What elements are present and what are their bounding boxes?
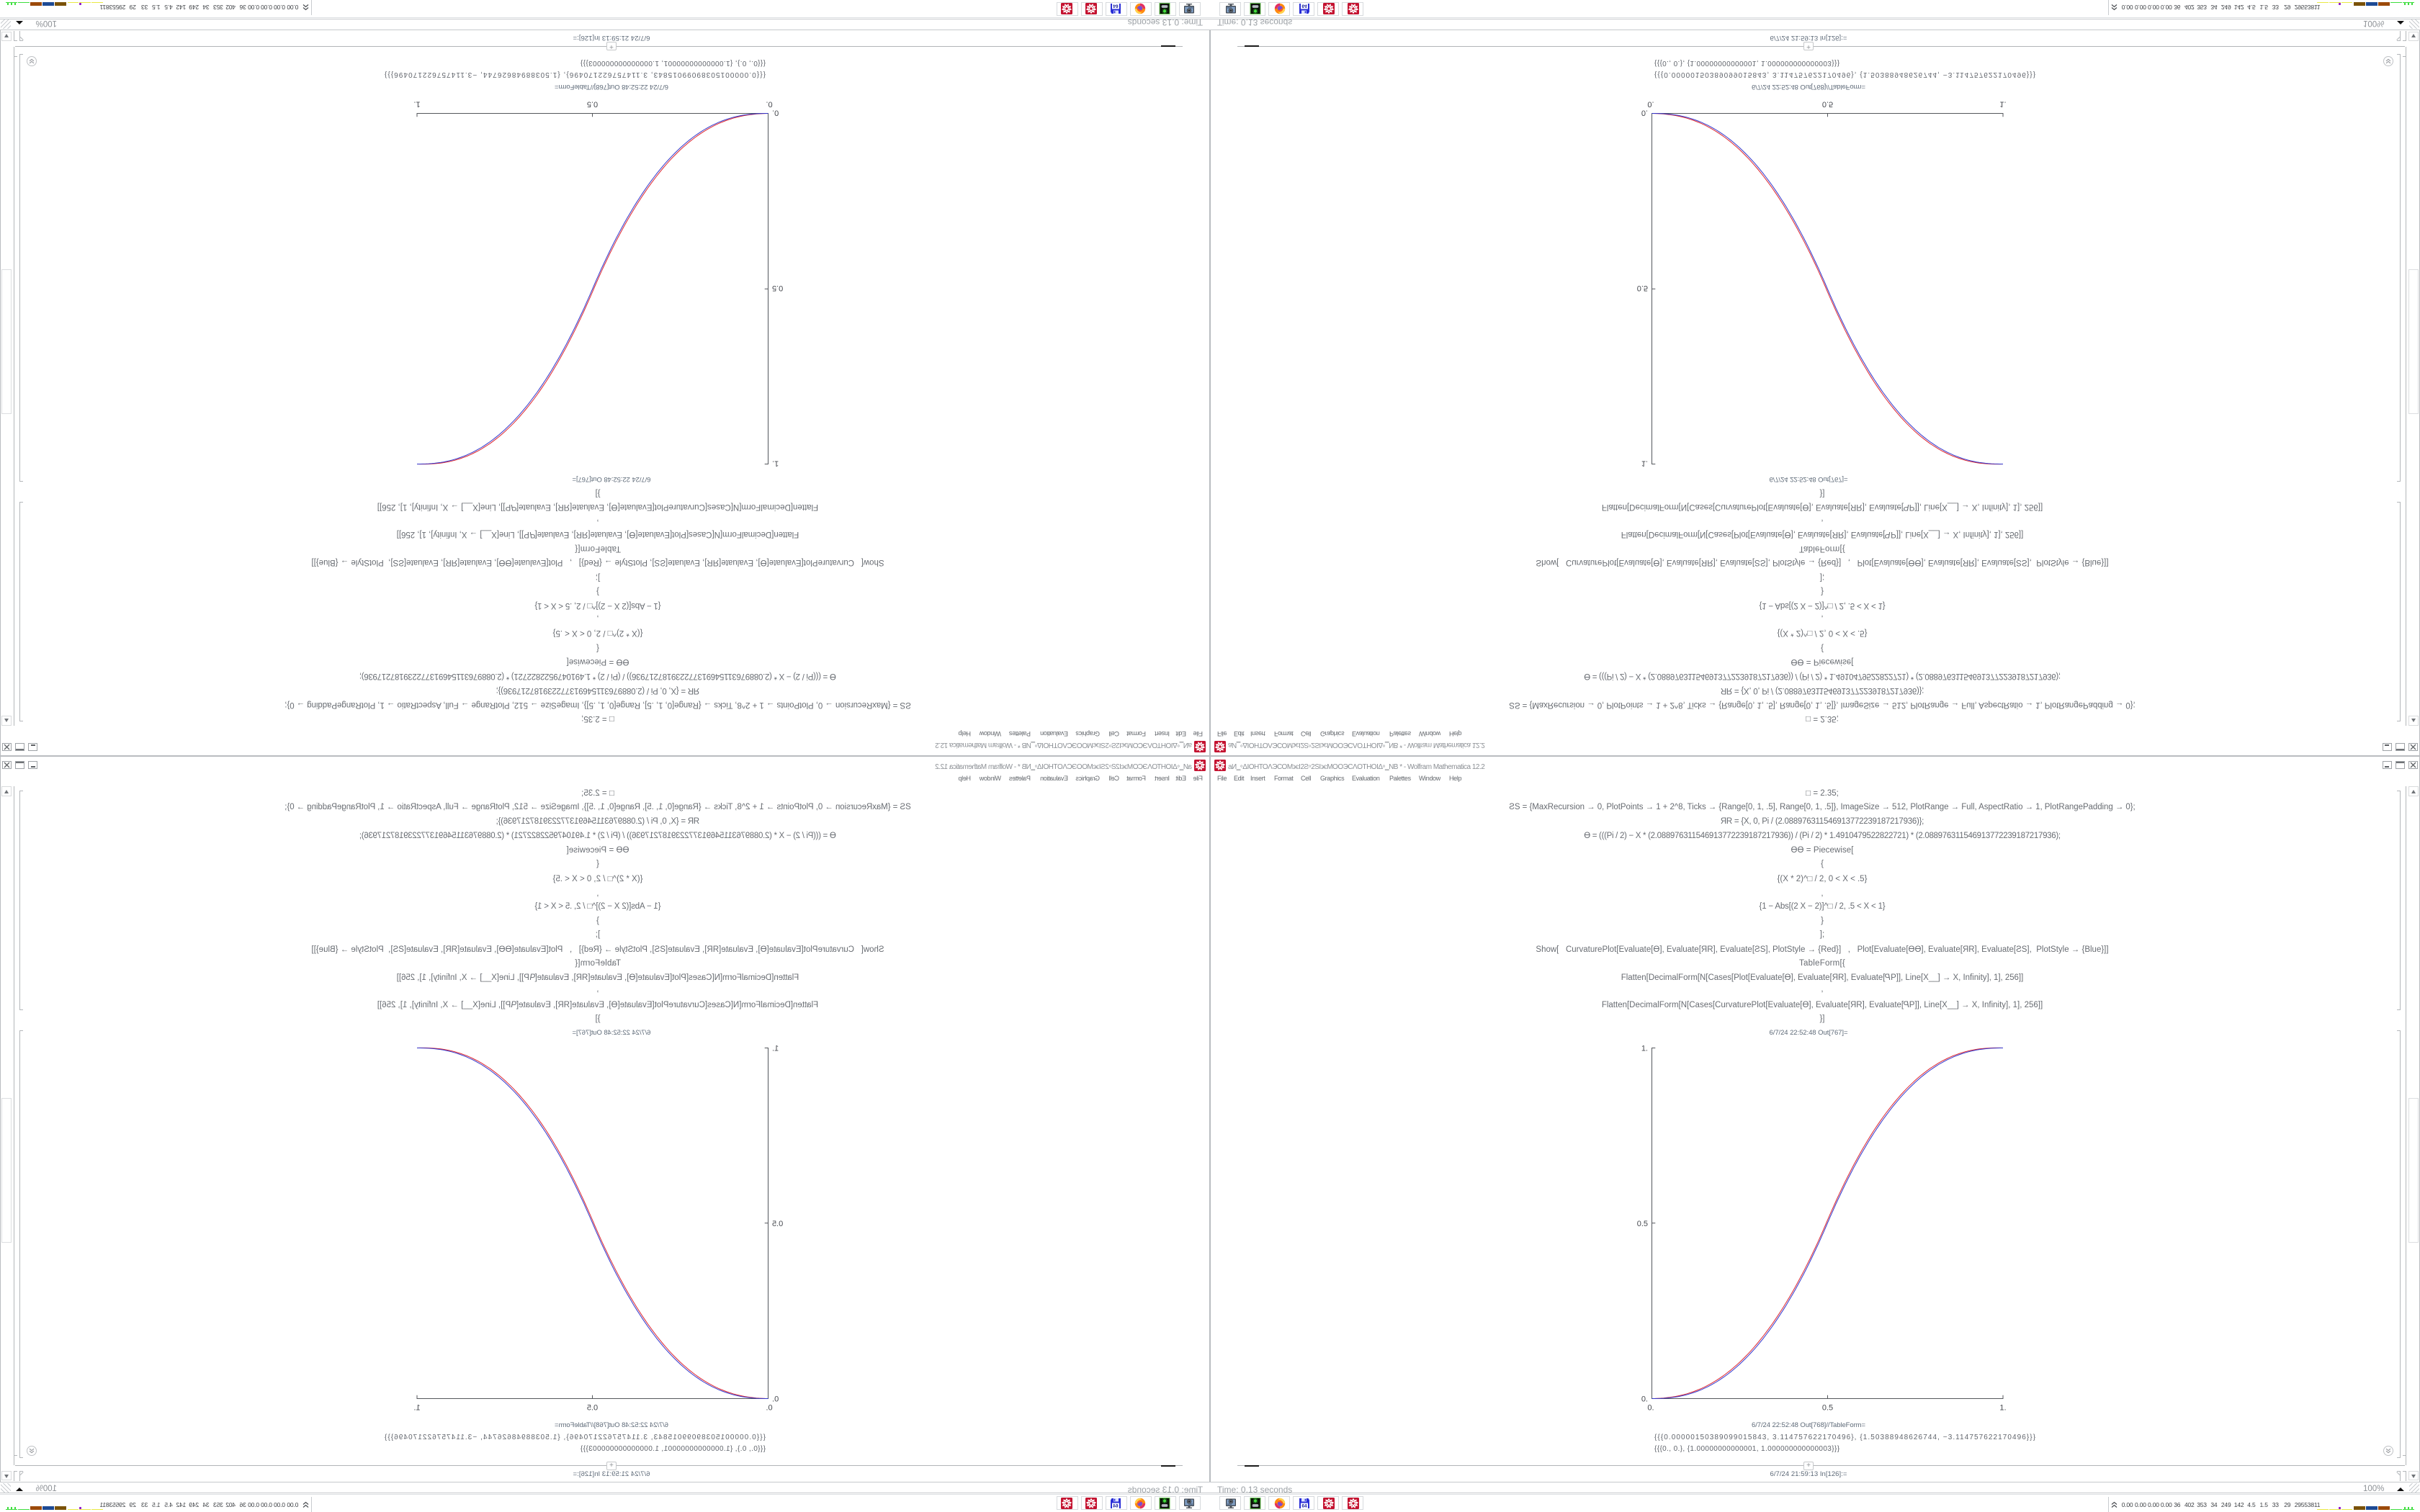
svg-text:64: 64 — [1301, 3, 1307, 8]
svg-text:0.: 0. — [766, 1404, 772, 1413]
svg-text:0.: 0. — [1641, 1395, 1648, 1404]
svg-text:64: 64 — [1113, 1504, 1119, 1509]
svg-text:1.: 1. — [413, 100, 420, 109]
svg-text:0.: 0. — [772, 109, 779, 117]
svg-text:1.: 1. — [413, 1404, 420, 1413]
svg-text:0.5: 0.5 — [1637, 1220, 1648, 1228]
svg-text:1.: 1. — [772, 1045, 779, 1053]
svg-text:1.: 1. — [1641, 1045, 1648, 1053]
svg-text:0.5: 0.5 — [1637, 284, 1648, 292]
svg-text:64: 64 — [1301, 1504, 1307, 1509]
svg-text:0.5: 0.5 — [772, 284, 783, 292]
svg-text:0.5: 0.5 — [587, 1404, 598, 1413]
svg-text:0.5: 0.5 — [1822, 1404, 1833, 1413]
svg-text:0.5: 0.5 — [1822, 100, 1833, 109]
svg-text:1.: 1. — [772, 459, 779, 468]
svg-text:0.: 0. — [1641, 109, 1648, 117]
svg-text:1.: 1. — [1999, 1404, 2006, 1413]
svg-text:0.5: 0.5 — [772, 1220, 783, 1228]
svg-text:0.: 0. — [772, 1395, 779, 1404]
svg-text:0.: 0. — [1647, 1404, 1654, 1413]
svg-text:0.: 0. — [766, 100, 772, 109]
svg-text:1.: 1. — [1641, 459, 1648, 468]
svg-text:1.: 1. — [1999, 100, 2006, 109]
svg-text:0.: 0. — [1647, 100, 1654, 109]
svg-text:0.5: 0.5 — [587, 100, 598, 109]
svg-text:64: 64 — [1113, 3, 1119, 8]
